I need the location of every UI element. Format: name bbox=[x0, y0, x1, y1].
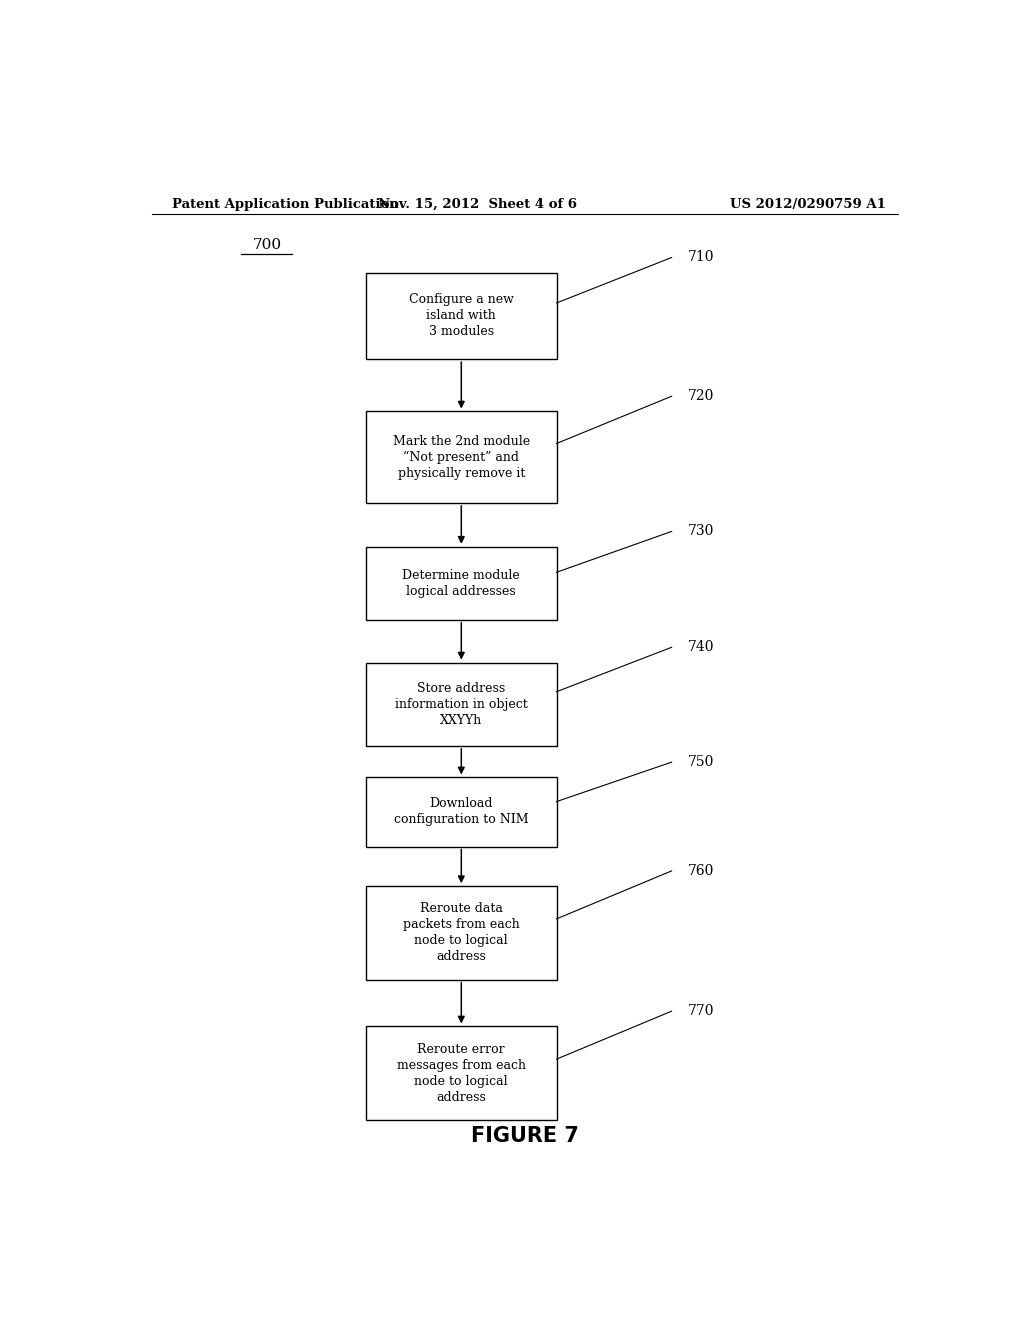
FancyBboxPatch shape bbox=[367, 886, 557, 979]
Text: Patent Application Publication: Patent Application Publication bbox=[172, 198, 398, 211]
Text: US 2012/0290759 A1: US 2012/0290759 A1 bbox=[730, 198, 886, 211]
Text: Store address
information in object
XXYYh: Store address information in object XXYY… bbox=[395, 681, 527, 727]
Text: Configure a new
island with
3 modules: Configure a new island with 3 modules bbox=[409, 293, 514, 338]
Text: 770: 770 bbox=[687, 1005, 714, 1018]
Text: 720: 720 bbox=[687, 389, 714, 403]
Text: Reroute data
packets from each
node to logical
address: Reroute data packets from each node to l… bbox=[402, 903, 520, 964]
FancyBboxPatch shape bbox=[367, 273, 557, 359]
Text: 760: 760 bbox=[687, 863, 714, 878]
FancyBboxPatch shape bbox=[367, 1027, 557, 1119]
Text: FIGURE 7: FIGURE 7 bbox=[471, 1126, 579, 1146]
Text: 750: 750 bbox=[687, 755, 714, 770]
FancyBboxPatch shape bbox=[367, 777, 557, 846]
Text: 700: 700 bbox=[252, 238, 282, 252]
Text: 740: 740 bbox=[687, 640, 714, 655]
Text: Download
configuration to NIM: Download configuration to NIM bbox=[394, 797, 528, 826]
Text: Determine module
logical addresses: Determine module logical addresses bbox=[402, 569, 520, 598]
Text: 730: 730 bbox=[687, 524, 714, 539]
Text: Nov. 15, 2012  Sheet 4 of 6: Nov. 15, 2012 Sheet 4 of 6 bbox=[378, 198, 577, 211]
FancyBboxPatch shape bbox=[367, 412, 557, 503]
FancyBboxPatch shape bbox=[367, 663, 557, 746]
FancyBboxPatch shape bbox=[367, 546, 557, 620]
Text: Mark the 2nd module
“Not present” and
physically remove it: Mark the 2nd module “Not present” and ph… bbox=[393, 434, 529, 480]
Text: 710: 710 bbox=[687, 251, 714, 264]
Text: Reroute error
messages from each
node to logical
address: Reroute error messages from each node to… bbox=[397, 1043, 525, 1104]
